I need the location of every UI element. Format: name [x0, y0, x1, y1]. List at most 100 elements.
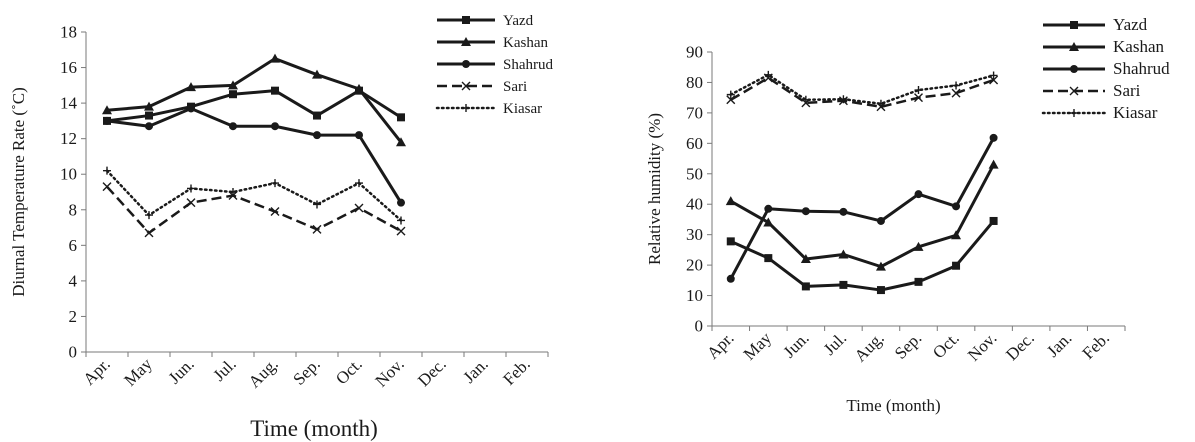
dtr-series-sari	[102, 182, 406, 238]
dtr-data-point-kiasar	[145, 211, 153, 220]
rh-series-yazd	[726, 216, 998, 295]
dtr-data-point-sari	[354, 203, 364, 213]
dtr-data-point-shahrud	[271, 122, 279, 131]
rh-data-point-yazd	[952, 261, 961, 270]
rh-data-point-shahrud	[801, 207, 810, 216]
rh-data-point-shahrud	[914, 190, 923, 199]
rh-data-point-kiasar	[839, 95, 848, 104]
rh-data-point-kashan	[875, 261, 886, 271]
rh-y-tick-label: 90	[686, 43, 703, 62]
rh-data-point-yazd	[726, 237, 735, 246]
dtr-legend-label-kiasar: Kiasar	[503, 101, 542, 117]
dtr-y-tick-label: 0	[69, 343, 78, 362]
rh-x-tick-label: Oct.	[929, 328, 963, 362]
rh-data-point-yazd	[989, 216, 998, 225]
rh-series-line-kiasar	[729, 73, 995, 106]
rh-data-point-shahrud	[726, 274, 735, 283]
dtr-series-line-shahrud	[106, 106, 403, 204]
rh-x-tick-label: Jul.	[820, 328, 850, 358]
dtr-legend-marker-sari	[461, 81, 471, 91]
dtr-data-point-kiasar	[229, 188, 237, 196]
dtr-data-point-yazd	[145, 111, 153, 120]
dtr-data-point-sari	[270, 207, 280, 217]
rh-x-tick-label: Sep.	[891, 328, 925, 362]
rh-x-tick-label: May	[740, 328, 776, 364]
rh-data-point-kiasar	[764, 70, 773, 79]
rh-data-point-kiasar	[801, 95, 810, 104]
dtr-legend-label-sari: Sari	[503, 79, 527, 95]
dtr-series-line-kashan	[106, 57, 403, 144]
rh-data-point-kashan	[988, 159, 999, 169]
dtr-legend-label-shahrud: Shahrud	[503, 57, 553, 73]
rh-legend-label-yazd: Yazd	[1113, 15, 1148, 34]
rh-legend-marker-sari	[1069, 86, 1079, 96]
rh-x-tick-label: Feb.	[1079, 328, 1113, 362]
rh-y-tick-label: 30	[686, 225, 703, 244]
rh-y-tick-label: 0	[695, 317, 704, 336]
dtr-data-point-shahrud	[397, 198, 405, 207]
dtr-y-tick-label: 2	[69, 307, 78, 326]
dtr-data-point-yazd	[271, 86, 279, 95]
rh-series-sari	[726, 73, 999, 112]
dtr-data-point-shahrud	[145, 122, 153, 131]
rh-series-shahrud	[726, 133, 998, 283]
rh-data-point-shahrud	[839, 207, 848, 216]
rh-legend-marker-yazd	[1070, 21, 1078, 29]
rh-legend: Yazd Kashan Shahrud Sari Kiasar	[1041, 15, 1170, 122]
rh-legend-marker-kashan	[1069, 42, 1079, 51]
rh-y-tick-label: 40	[686, 195, 703, 214]
dtr-legend-marker-yazd	[462, 16, 470, 24]
rh-series-line-kashan	[730, 163, 995, 269]
dtr-series-shahrud	[103, 104, 405, 207]
rh-y-tick-label: 60	[686, 134, 703, 153]
dtr-data-point-sari	[102, 182, 112, 192]
rh-legend-marker-shahrud	[1070, 65, 1078, 73]
dtr-series-line-sari	[106, 185, 402, 235]
dtr-data-point-shahrud	[313, 131, 321, 140]
dtr-data-point-kashan	[228, 80, 238, 90]
dtr-data-point-shahrud	[229, 122, 237, 131]
dtr-data-point-kashan	[102, 105, 112, 115]
dtr-data-point-sari	[396, 226, 406, 236]
rh-series-kiasar	[726, 70, 998, 108]
dtr-data-point-sari	[144, 228, 154, 238]
rh-x-tick-label: Apr.	[703, 328, 737, 362]
rh-y-tick-label: 10	[686, 286, 703, 305]
dtr-y-tick-label: 12	[60, 129, 77, 148]
dtr-y-tick-label: 10	[60, 165, 77, 184]
dtr-series-kiasar	[103, 166, 405, 225]
rh-x-axis-title: Time (month)	[846, 396, 940, 415]
dtr-data-point-kiasar	[313, 200, 321, 209]
dtr-data-point-sari	[186, 198, 196, 208]
rh-y-axis-title: Relative humidity (%)	[645, 113, 664, 265]
rh-data-point-kashan	[838, 249, 849, 259]
dtr-x-axis-title: Time (month)	[250, 416, 378, 441]
rh-data-point-shahrud	[876, 216, 885, 225]
dtr-legend-marker-shahrud	[462, 60, 470, 68]
rh-data-point-kiasar	[989, 71, 998, 80]
rh-legend-label-shahrud: Shahrud	[1113, 59, 1170, 78]
dtr-legend-marker-kiasar	[462, 104, 470, 112]
rh-data-point-sari	[726, 95, 736, 105]
rh-series-line-shahrud	[729, 137, 995, 280]
rh-legend-label-kiasar: Kiasar	[1113, 103, 1158, 122]
dtr-data-point-kiasar	[103, 166, 111, 175]
rh-x-tick-label: Nov.	[964, 328, 1000, 364]
dtr-y-tick-label: 4	[69, 271, 78, 290]
dtr-data-point-kiasar	[271, 179, 279, 188]
dtr-legend: Yazd Kashan Shahrud Sari Kiasar	[435, 13, 553, 117]
dtr-legend-label-yazd: Yazd	[503, 13, 534, 29]
rh-data-point-yazd	[914, 277, 923, 286]
rh-x-tick-label: Jun.	[780, 328, 813, 361]
rh-series-line-yazd	[730, 220, 995, 292]
rh-data-point-kiasar	[952, 81, 961, 90]
rh-data-point-shahrud	[764, 204, 773, 213]
dtr-data-point-kashan	[354, 83, 364, 93]
dtr-series-line-kiasar	[105, 169, 403, 222]
rh-data-point-sari	[951, 88, 961, 98]
dtr-legend-marker-kashan	[461, 37, 471, 46]
dtr-data-point-kiasar	[397, 216, 405, 225]
dtr-data-point-kiasar	[355, 179, 363, 188]
dtr-data-point-kiasar	[187, 184, 195, 193]
